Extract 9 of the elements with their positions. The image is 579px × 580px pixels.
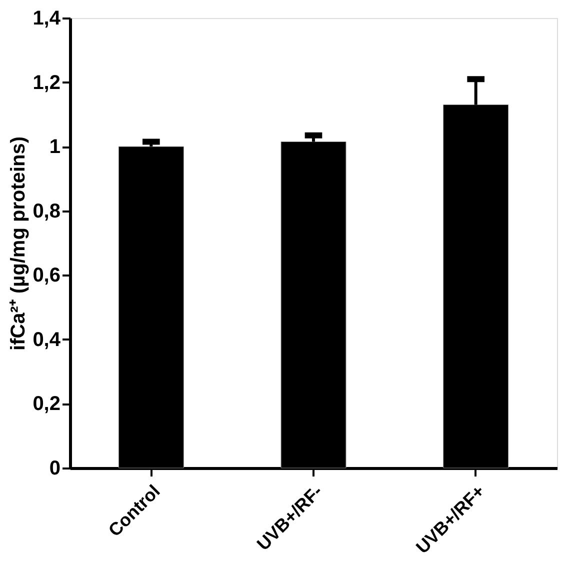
y-tick-label: 0,2 — [32, 393, 60, 416]
y-axis-title: ifCa²⁺ (µg/mg proteins) — [8, 136, 30, 351]
y-tick-label: 1,4 — [32, 8, 62, 30]
y-tick-label: 0,8 — [32, 200, 60, 222]
y-tick-label: 1,2 — [32, 72, 60, 94]
y-tick-label: 0,4 — [32, 328, 62, 351]
y-tick-label: 1 — [49, 136, 60, 158]
y-tick-label: 0,6 — [32, 264, 60, 287]
y-tick-label: 0 — [49, 458, 60, 480]
